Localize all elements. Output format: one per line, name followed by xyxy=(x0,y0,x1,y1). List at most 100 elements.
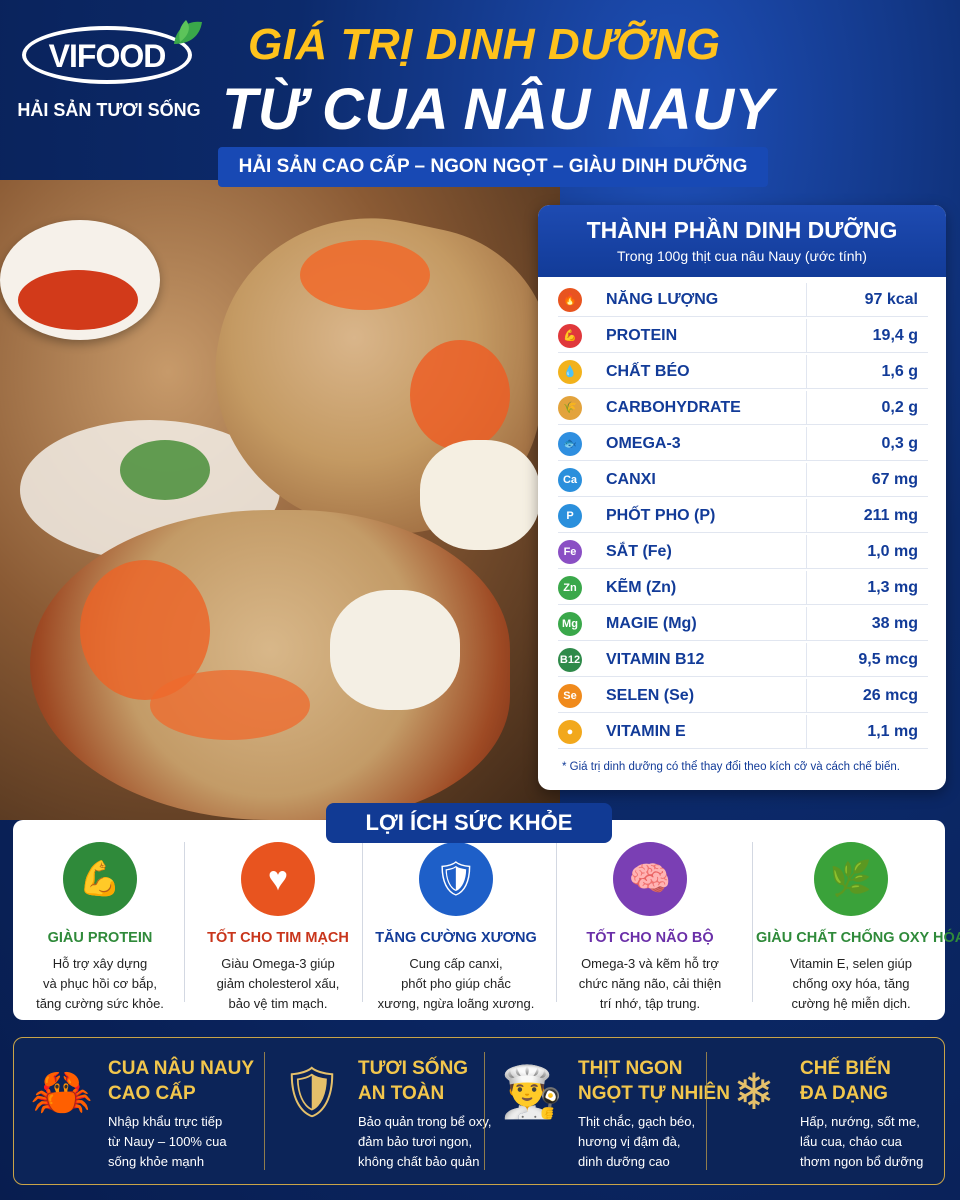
nutrient-row: B12 VITAMIN B12 9,5 mcg xyxy=(558,642,928,677)
benefit-item: 🌿 GIÀU CHẤT CHỐNG OXY HÓA Vitamin E, selen… xyxy=(756,842,960,1012)
crab-photo xyxy=(0,180,560,820)
chili-sauce xyxy=(18,270,138,330)
divider xyxy=(362,842,363,1002)
nutrient-name: KẼM (Zn) xyxy=(606,578,677,596)
nutrition-card: THÀNH PHẦN DINH DƯỠNG Trong 100g thịt cu… xyxy=(538,205,946,790)
nutrient-row: Ca CANXI 67 mg xyxy=(558,462,928,497)
herbs xyxy=(120,440,210,500)
divider xyxy=(184,842,185,1002)
benefit-desc: Omega-3 và kẽm hỗ trợ chức năng não, cải … xyxy=(578,956,722,1011)
nutrient-value: 0,2 g xyxy=(806,390,918,425)
feature-desc: Thịt chắc, gạch béo, hương vị đậm đà, dinh… xyxy=(578,1114,696,1169)
feature-title: TƯƠI SỐNG AN TOÀN xyxy=(358,1058,469,1104)
nutrient-value: 0,3 g xyxy=(806,426,918,461)
nutrition-subtitle: Trong 100g thịt cua nâu Nauy (ước tính) xyxy=(617,248,867,264)
nutrition-header: THÀNH PHẦN DINH DƯỠNG Trong 100g thịt cu… xyxy=(538,205,946,277)
nutrient-row: 🔥 NĂNG LƯỢNG 97 kcal xyxy=(558,282,928,317)
nutrient-name: CANXI xyxy=(606,470,656,488)
wheat-icon: 🌾 xyxy=(558,395,582,420)
benefit-title: TĂNG CƯỜNG XƯƠNG xyxy=(375,930,537,946)
selenium-icon: Se xyxy=(558,683,582,708)
logo-text: VIFOOD xyxy=(48,38,167,74)
benefits-title: LỢI ÍCH SỨC KHỎE xyxy=(326,803,612,843)
feature-item: 🦀 CUA NÂU NAUY CAO CẤP Nhập khẩu trực tiếp t… xyxy=(28,1050,254,1180)
nutrient-value: 26 mcg xyxy=(806,678,918,713)
crab-roe xyxy=(150,670,310,740)
nutrient-name: MAGIE (Mg) xyxy=(606,614,697,632)
nutrient-row: 💧 CHẤT BÉO 1,6 g xyxy=(558,354,928,389)
zinc-icon: Zn xyxy=(558,575,582,600)
nutrient-row: 💪 PROTEIN 19,4 g xyxy=(558,318,928,353)
nutrient-value: 1,6 g xyxy=(806,354,918,389)
brain-icon: 🧠 xyxy=(613,842,687,916)
title-line-2: TỪ CUA NÂU NAUY xyxy=(222,77,774,142)
nutrient-row: Zn KẼM (Zn) 1,3 mg xyxy=(558,570,928,605)
feature-item: 🛡 TƯƠI SỐNG AN TOÀN Bảo quản trong bể oxy, đ… xyxy=(278,1050,498,1180)
iron-icon: Fe xyxy=(558,539,582,564)
divider xyxy=(484,1052,485,1170)
benefit-title: TỐT CHO TIM MẠCH xyxy=(207,930,349,946)
nutrient-name: CARBOHYDRATE xyxy=(606,398,741,416)
benefit-title: TỐT CHO NÃO BỘ xyxy=(586,930,714,946)
features-panel xyxy=(13,1037,945,1185)
snowflake-icon: ❄ xyxy=(733,1064,775,1120)
muscle-body-icon: 💪 xyxy=(63,842,137,916)
crab-meat xyxy=(330,590,460,710)
nutrient-row: Mg MAGIE (Mg) 38 mg xyxy=(558,606,928,641)
chef-hat-icon: 👨‍🍳 xyxy=(500,1064,564,1120)
feature-desc: Nhập khẩu trực tiếp từ Nauy – 100% cua sốn… xyxy=(108,1114,227,1169)
feature-title: CHẾ BIẾN ĐA DẠNG xyxy=(800,1058,891,1104)
divider xyxy=(556,842,557,1002)
muscle-icon: 💪 xyxy=(558,323,582,348)
nutrient-row: ● VITAMIN E 1,1 mg xyxy=(558,714,928,749)
benefit-desc: Giàu Omega-3 giúp giảm cholesterol xấu, bả… xyxy=(216,956,340,1011)
title-line-1: GIÁ TRỊ DINH DƯỠNG xyxy=(248,20,721,69)
fish-icon: 🐟 xyxy=(558,431,582,456)
magnesium-icon: Mg xyxy=(558,611,582,636)
nutrient-value: 9,5 mcg xyxy=(806,642,918,677)
crab-roe xyxy=(300,240,430,310)
oil-drop-icon: 💧 xyxy=(558,359,582,384)
bone-shield-icon: 🛡 xyxy=(419,842,493,916)
brand-logo: VIFOOD HẢI SẢN TƯƠI SỐNG xyxy=(14,16,204,126)
benefit-desc: Vitamin E, selen giúp chống oxy hóa, tăng… xyxy=(790,956,912,1011)
fire-icon: 🔥 xyxy=(558,287,582,312)
nutrition-title: THÀNH PHẦN DINH DƯỠNG xyxy=(586,217,898,243)
phosphorus-icon: P xyxy=(558,503,582,528)
benefit-item: 🛡 TĂNG CƯỜNG XƯƠNG Cung cấp canxi, phốt pho… xyxy=(366,842,546,1012)
nutrient-name: PROTEIN xyxy=(606,326,678,344)
divider xyxy=(752,842,753,1002)
nutrition-note: * Giá trị dinh dưỡng có thể thay đổi the… xyxy=(562,761,900,773)
vitamin-b12-icon: B12 xyxy=(558,647,582,672)
brand-tagline: HẢI SẢN TƯƠI SỐNG xyxy=(17,100,201,120)
shield-check-icon: 🛡 xyxy=(280,1064,344,1120)
benefit-desc: Cung cấp canxi, phốt pho giúp chắc xương, … xyxy=(377,956,535,1011)
benefit-item: 🧠 TỐT CHO NÃO BỘ Omega-3 và kẽm hỗ trợ chức… xyxy=(560,842,740,1012)
subtitle-banner: HẢI SẢN CAO CẤP – NGON NGỌT – GIÀU DINH … xyxy=(218,147,768,187)
nutrient-name: PHỐT PHO (P) xyxy=(606,506,716,524)
feature-item: ❄ CHẾ BIẾN ĐA DẠNG Hấp, nướng, sốt me, lẩu c… xyxy=(720,1050,940,1180)
nutrient-name: VITAMIN E xyxy=(606,722,686,740)
benefit-desc: Hỗ trợ xây dựng và phục hồi cơ bắp, tăng c… xyxy=(36,956,164,1011)
nutrient-name: SẮT (Fe) xyxy=(606,542,672,560)
nutrient-name: NĂNG LƯỢNG xyxy=(606,290,719,308)
benefit-item: 💪 GIÀU PROTEIN Hỗ trợ xây dựng và phục hồi … xyxy=(10,842,190,1012)
nutrient-row: 🐟 OMEGA-3 0,3 g xyxy=(558,426,928,461)
heart-icon: ♥ xyxy=(241,842,315,916)
nutrient-value: 38 mg xyxy=(806,606,918,641)
nutrient-value: 1,1 mg xyxy=(806,714,918,749)
feature-title: CUA NÂU NAUY CAO CẤP xyxy=(108,1058,255,1104)
nutrient-name: OMEGA-3 xyxy=(606,434,681,452)
benefit-title: GIÀU CHẤT CHỐNG OXY HÓA xyxy=(756,930,960,946)
leaf-icon xyxy=(174,20,202,44)
nutrient-value: 1,0 mg xyxy=(806,534,918,569)
nutrient-value: 67 mg xyxy=(806,462,918,497)
vitamin-e-icon: ● xyxy=(558,719,582,744)
nutrient-row: 🌾 CARBOHYDRATE 0,2 g xyxy=(558,390,928,425)
feature-item: 👨‍🍳 THỊT NGON NGỌT TỰ NHIÊN Thịt chắc, gạch… xyxy=(498,1050,730,1180)
crab-icon: 🦀 xyxy=(30,1064,94,1120)
nutrient-name: SELEN (Se) xyxy=(606,686,695,704)
divider xyxy=(264,1052,265,1170)
calcium-icon: Ca xyxy=(558,467,582,492)
crab-meat xyxy=(420,440,540,550)
